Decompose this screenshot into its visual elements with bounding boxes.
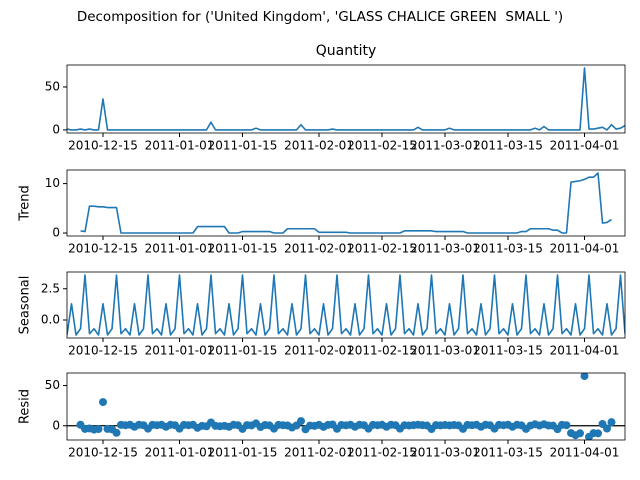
series-line: [67, 67, 625, 131]
x-tick-label: 2010-12-15: [68, 139, 138, 153]
x-tick-label: 2011-01-15: [208, 344, 278, 358]
x-tick-label: 2011-01-01: [145, 242, 215, 256]
axes-frame: [66, 271, 626, 339]
resid-point: [112, 428, 121, 437]
y-tick-label: 50: [45, 378, 60, 392]
axes-frame: [66, 169, 626, 237]
y-axis-label: Resid: [18, 389, 33, 424]
resid-point: [297, 417, 305, 426]
resid-point: [94, 425, 103, 434]
x-tick-label: 2011-04-01: [550, 242, 620, 256]
x-tick-label: 2011-04-01: [550, 344, 620, 358]
x-tick-label: 2011-03-15: [473, 344, 543, 358]
y-tick-label: 0: [52, 418, 60, 432]
x-tick-label: 2011-02-01: [284, 139, 354, 153]
x-tick-label: 2011-03-15: [473, 139, 543, 153]
x-tick-label: 2011-04-01: [550, 446, 620, 460]
x-tick-label: 2011-03-15: [473, 446, 543, 460]
y-tick-label: 2.5: [41, 281, 60, 295]
x-tick-label: 2011-03-15: [473, 242, 543, 256]
series-line: [80, 172, 612, 234]
x-tick-label: 2010-12-15: [68, 446, 138, 460]
resid-point: [562, 421, 571, 430]
resid-point: [607, 418, 616, 427]
axes-frame: [66, 372, 626, 441]
figure-title: Decomposition for ('United Kingdom', 'GL…: [77, 9, 563, 25]
y-tick-label: 0.0: [41, 313, 60, 327]
x-tick-label: 2011-03-01: [410, 446, 480, 460]
y-tick-label: 0: [52, 122, 60, 136]
resid-point: [576, 429, 584, 438]
x-tick-label: 2011-02-15: [347, 446, 417, 460]
x-tick-label: 2011-03-01: [410, 139, 480, 153]
x-tick-label: 2011-02-15: [347, 344, 417, 358]
axes-frame: [66, 64, 626, 134]
y-tick-label: 10: [45, 176, 60, 190]
resid-point: [580, 373, 589, 381]
x-tick-label: 2011-01-15: [208, 446, 278, 460]
x-tick-label: 2011-01-15: [208, 242, 278, 256]
x-tick-label: 2011-01-15: [208, 139, 278, 153]
resid-point: [594, 429, 602, 438]
resid-point: [99, 398, 107, 407]
x-tick-label: 2011-01-01: [145, 344, 215, 358]
y-tick-label: 50: [45, 79, 60, 93]
x-tick-label: 2011-02-01: [284, 446, 354, 460]
x-tick-label: 2010-12-15: [68, 242, 138, 256]
x-tick-label: 2011-02-15: [347, 242, 417, 256]
x-tick-label: 2010-12-15: [68, 344, 138, 358]
x-tick-label: 2011-03-01: [410, 242, 480, 256]
x-tick-label: 2011-04-01: [550, 139, 620, 153]
x-tick-label: 2011-02-15: [347, 139, 417, 153]
axes-title: Quantity: [316, 43, 377, 59]
x-tick-label: 2011-02-01: [284, 242, 354, 256]
series-line: [67, 274, 625, 336]
resid-point: [603, 424, 611, 433]
x-tick-label: 2011-01-01: [145, 139, 215, 153]
y-tick-label: 0: [52, 225, 60, 239]
x-tick-label: 2011-01-01: [145, 446, 215, 460]
y-axis-label: Seasonal: [18, 276, 33, 335]
x-tick-label: 2011-03-01: [410, 344, 480, 358]
x-tick-label: 2011-02-01: [284, 344, 354, 358]
y-axis-label: Trend: [18, 185, 33, 222]
